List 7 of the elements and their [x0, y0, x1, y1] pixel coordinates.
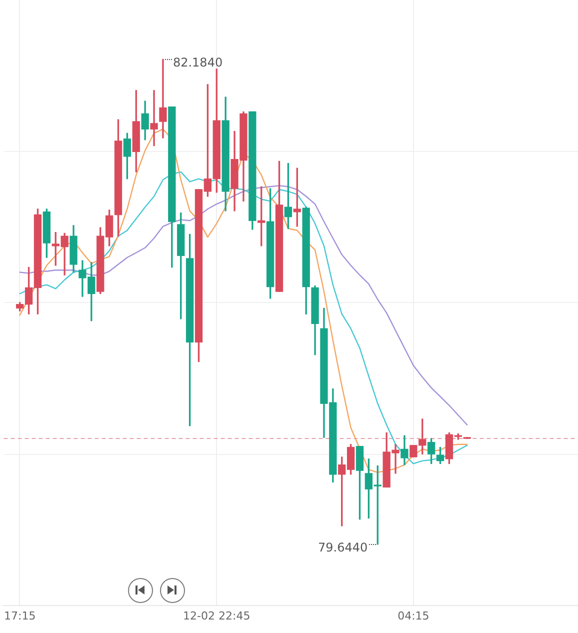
annotation: 79.6440 [318, 540, 368, 555]
x-tick-label: 12-02 22:45 [183, 609, 250, 622]
annotation: 82.1840 [172, 55, 223, 70]
candlestick [150, 90, 158, 146]
x-tick-label: 17:15 [4, 609, 36, 622]
candlestick [159, 58, 167, 138]
x-tick-label: 04:15 [398, 609, 430, 622]
